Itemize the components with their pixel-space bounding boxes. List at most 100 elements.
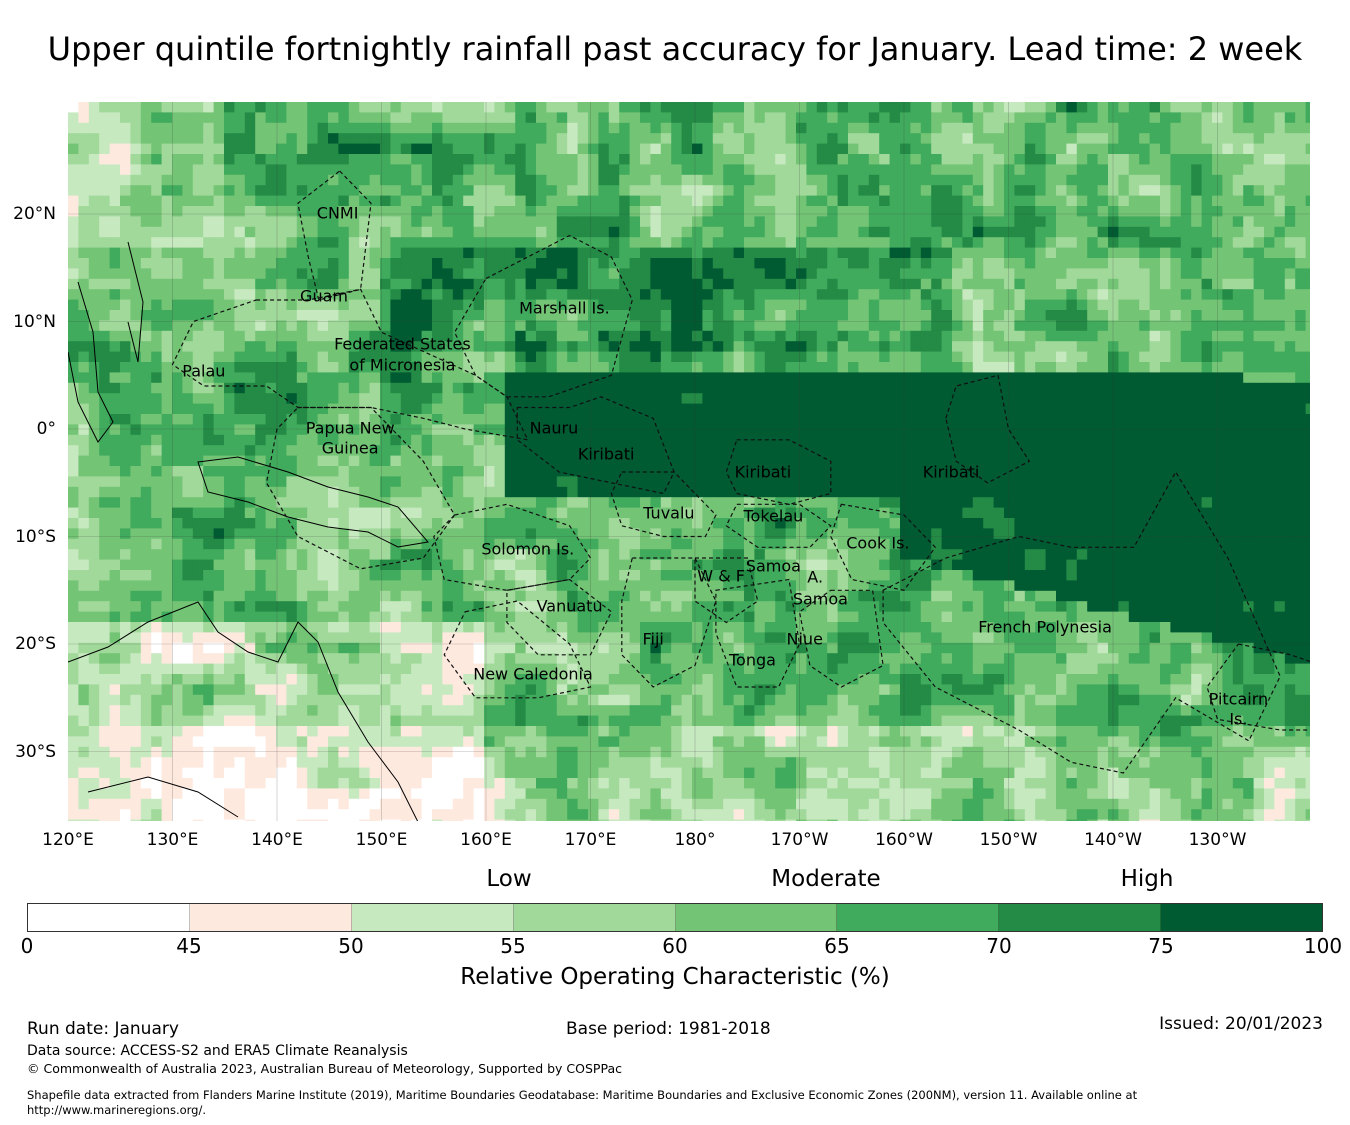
region-label: New Caledonia	[473, 664, 593, 684]
eez-boundary	[715, 578, 801, 688]
region-label: Tokelau	[743, 506, 804, 526]
colorbar-segment	[999, 904, 1162, 931]
region-label: CNMI	[316, 203, 359, 223]
eez-boundary	[516, 396, 675, 495]
region-label: Kiribati	[922, 462, 980, 482]
colorbar-segment	[351, 904, 514, 931]
region-label: Pitcairn	[1208, 689, 1269, 709]
x-tick-label: 160°W	[875, 830, 933, 850]
region-label: French Polynesia	[978, 617, 1112, 637]
x-tick-label: 140°E	[251, 830, 303, 850]
region-label: Guam	[300, 286, 348, 306]
eez-boundary	[798, 589, 884, 688]
region-label: Palau	[182, 361, 226, 381]
x-tick-label: 140°W	[1084, 830, 1142, 850]
eez-boundary	[433, 503, 592, 591]
x-tick-label: 120°E	[42, 830, 94, 850]
map-gridlines	[68, 102, 1310, 821]
region-label: Vanuatu	[536, 597, 603, 617]
x-tick-label: 130°E	[146, 830, 199, 850]
region-label: Marshall Is.	[519, 298, 610, 318]
colorbar-segment	[837, 904, 1000, 931]
region-label: A.	[807, 568, 824, 588]
copyright: © Commonwealth of Australia 2023, Austra…	[27, 1061, 622, 1076]
shapefile-url[interactable]: http://www.marineregions.org/.	[27, 1103, 206, 1117]
region-label: Nauru	[529, 418, 579, 438]
region-label: Tuvalu	[643, 503, 695, 523]
y-tick-label: 30°S	[15, 741, 56, 762]
roc-map[interactable]	[68, 102, 1310, 821]
x-tick-label: 180°	[674, 830, 716, 850]
eez-boundary	[1206, 643, 1310, 731]
eez-boundary	[297, 170, 372, 301]
eez-boundary	[610, 471, 717, 538]
eez-boundary	[443, 600, 592, 699]
colorbar-tick-label: 45	[176, 934, 202, 958]
eez-boundaries	[171, 170, 1310, 774]
page-title: Upper quintile fortnightly rainfall past…	[47, 30, 1303, 68]
colorbar-tick-label: 50	[338, 934, 364, 958]
region-label: Is.	[1229, 709, 1248, 729]
y-tick-label: 10°N	[13, 311, 56, 332]
x-tick-label: 130°W	[1188, 830, 1247, 850]
eez-boundary	[621, 557, 717, 688]
y-tick-label: 0°	[36, 419, 56, 439]
region-label: Papua New	[305, 418, 395, 438]
colorbar-segment	[28, 904, 190, 931]
region-label: Fiji	[642, 629, 664, 649]
base-period: Base period: 1981-2018	[566, 1019, 771, 1039]
y-tick-label: 20°S	[15, 634, 56, 654]
shapefile-credit: Shapefile data extracted from Flanders M…	[27, 1088, 1138, 1102]
colorbar-segment	[513, 904, 676, 931]
eez-boundary	[725, 503, 832, 548]
eez-boundary	[882, 470, 1281, 774]
legend-category-low: Low	[486, 866, 532, 892]
legend-category-high: High	[1120, 866, 1174, 892]
x-tick-label: 170°E	[564, 830, 617, 850]
region-label: Kiribati	[577, 444, 635, 464]
region-label: Solomon Is.	[481, 540, 575, 560]
region-label: of Micronesia	[349, 355, 456, 375]
map-canvas	[68, 102, 1310, 821]
colorbar-tick-label: 0	[20, 934, 34, 958]
run-date: Run date: January	[27, 1019, 179, 1039]
y-tick-label: 20°N	[13, 204, 56, 224]
x-tick-label: 160°E	[460, 830, 512, 850]
eez-boundary	[945, 374, 1031, 484]
coastline-outline	[68, 241, 429, 821]
colorbar-tick-label: 55	[500, 934, 526, 958]
issued-date: Issued: 20/01/2023	[1159, 1014, 1323, 1034]
colorbar-tick-label: 65	[824, 934, 850, 958]
region-label: Federated States	[334, 334, 471, 354]
region-label: Samoa	[792, 589, 848, 609]
eez-boundary	[265, 406, 456, 570]
eez-boundary	[171, 288, 529, 441]
x-tick-label: 170°W	[770, 830, 829, 850]
colorbar-segment	[1161, 904, 1322, 931]
region-label: Tonga	[728, 650, 776, 670]
eez-boundary	[725, 439, 832, 505]
colorbar-tick-label: 100	[1303, 934, 1343, 958]
colorbar-title: Relative Operating Characteristic (%)	[460, 964, 890, 990]
x-tick-label: 150°E	[355, 830, 408, 850]
colorbar-segment	[189, 904, 352, 931]
region-label: Niue	[786, 629, 823, 649]
region-label: Kiribati	[734, 462, 792, 482]
region-label: W & F	[697, 566, 745, 586]
region-label: Samoa	[745, 556, 801, 576]
eez-boundary	[506, 578, 613, 656]
legend-category-moderate: Moderate	[771, 866, 881, 892]
colorbar-segment	[675, 904, 838, 931]
colorbar-tick-label: 60	[662, 934, 688, 958]
x-tick-label: 150°W	[979, 830, 1038, 850]
colorbar-tick-label: 75	[1148, 934, 1174, 958]
region-label: Guinea	[321, 439, 379, 459]
region-label: Cook Is.	[846, 533, 910, 553]
eez-boundary	[830, 503, 937, 591]
y-tick-label: 10°S	[15, 526, 56, 547]
eez-boundary	[453, 234, 633, 398]
colorbar	[27, 903, 1323, 932]
data-source: Data source: ACCESS-S2 and ERA5 Climate …	[27, 1043, 408, 1059]
colorbar-tick-label: 70	[986, 934, 1012, 958]
eez-boundary	[694, 557, 759, 624]
